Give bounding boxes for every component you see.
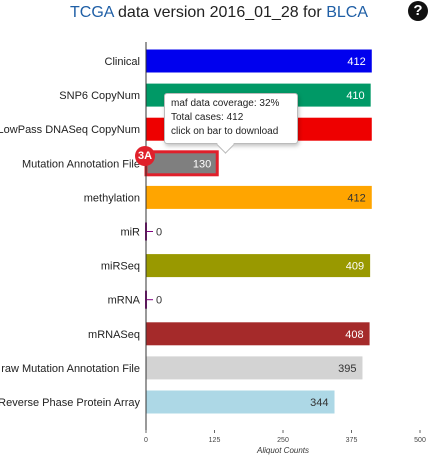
category-label: SNP6 CopyNum — [59, 90, 140, 102]
bar[interactable] — [146, 254, 371, 278]
category-label: miRSeq — [101, 261, 140, 273]
x-tick-label: 375 — [346, 437, 358, 444]
x-tick-label: 500 — [414, 437, 426, 444]
category-label: Clinical — [105, 56, 140, 68]
x-axis-title: Aliquot Counts — [256, 446, 309, 455]
bar[interactable] — [146, 185, 372, 209]
category-label: raw Mutation Annotation File — [1, 363, 140, 375]
data-label: 395 — [338, 363, 356, 375]
category-label: LowPass DNASeq CopyNum — [0, 124, 140, 136]
category-label: Mutation Annotation File — [22, 158, 140, 170]
category-label: mRNASeq — [88, 329, 140, 341]
tooltip-coverage: maf data coverage: 32% — [171, 98, 280, 109]
category-label: methylation — [84, 192, 140, 204]
category-label: miR — [120, 227, 140, 239]
category-label: Reverse Phase Protein Array — [0, 397, 140, 409]
page-title: TCGA data version 2016_01_28 for BLCA — [0, 4, 438, 22]
tooltip-total-cases: Total cases: 412 — [171, 112, 244, 123]
bar[interactable] — [146, 49, 372, 73]
data-label: 408 — [345, 329, 363, 341]
data-label: 0 — [156, 295, 162, 307]
tooltip-download-hint: click on bar to download — [171, 126, 279, 137]
bar-tooltip: maf data coverage: 32% Total cases: 412 … — [164, 93, 298, 144]
data-label: 0 — [156, 227, 162, 239]
title-text: data version 2016_01_28 for — [118, 4, 322, 21]
step-callout-badge: 3A — [135, 146, 155, 166]
bar[interactable] — [146, 356, 363, 380]
question-circle-icon[interactable]: ? — [408, 1, 428, 21]
x-tick-label: 250 — [277, 437, 289, 444]
data-label: 410 — [346, 90, 364, 102]
data-label: 412 — [347, 192, 365, 204]
data-label: 412 — [347, 56, 365, 68]
bar[interactable] — [146, 390, 335, 414]
data-label: 409 — [346, 261, 364, 273]
bar[interactable] — [146, 322, 370, 346]
data-label: 130 — [193, 158, 211, 170]
x-tick-label: 125 — [209, 437, 221, 444]
x-tick-label: 0 — [144, 437, 148, 444]
category-label: mRNA — [108, 295, 141, 307]
source-link[interactable]: TCGA — [70, 4, 114, 21]
disease-link[interactable]: BLCA — [326, 4, 368, 21]
data-label: 344 — [310, 397, 328, 409]
